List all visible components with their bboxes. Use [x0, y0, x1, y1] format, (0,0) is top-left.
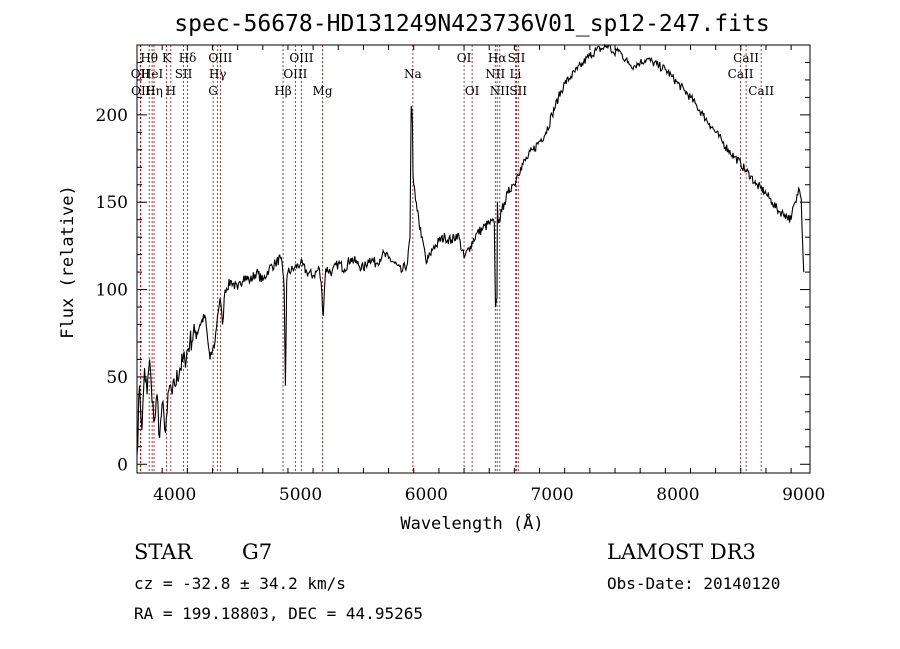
spectral-line-label: Hθ: [140, 51, 158, 65]
ra-dec: RA = 199.18803, DEC = 44.95265: [134, 604, 423, 623]
spectral-line-label: Hα: [488, 51, 507, 65]
y-tick-label: 0: [117, 455, 128, 475]
x-tick-label: 5000: [279, 485, 322, 505]
spectral-line-label: Hδ: [179, 51, 197, 65]
spectral-line-label: OII: [131, 67, 151, 81]
spectral-line-label: Na: [404, 67, 422, 81]
y-tick-label: 100: [96, 281, 128, 301]
observation-date: Obs-Date: 20140120: [607, 574, 780, 593]
spectral-line-label: Li: [509, 67, 521, 81]
spectral-line-label: K: [162, 51, 172, 65]
spectral-line-label: Hη: [145, 84, 163, 98]
x-axis: 4000 5000 6000 7000 8000 9000: [136, 45, 825, 505]
spectral-line-label: CaII: [733, 51, 759, 65]
spectral-line-label: Hβ: [274, 84, 291, 98]
spectral-line-label: SII: [508, 51, 526, 65]
spectral-line-label: HeI: [141, 67, 164, 81]
x-tick-label: 8000: [656, 485, 699, 505]
chart-title: spec-56678-HD131249N423736V01_sp12-247.f…: [174, 11, 769, 37]
plot-frame: [136, 44, 811, 474]
spectral-line-label: G: [208, 84, 218, 98]
spectral-line-label: Mg: [313, 84, 333, 98]
spectral-line-label: SII: [175, 67, 193, 81]
spectral-line-label: OI: [457, 51, 472, 65]
spectral-line-label: SII: [509, 84, 527, 98]
survey-name: LAMOST DR3: [607, 540, 756, 564]
y-axis: 0 50 100 150 200: [96, 44, 810, 475]
spectral-line-markers: [139, 45, 762, 473]
spectral-line-label: OIII: [208, 51, 232, 65]
redshift-cz: cz = -32.8 ± 34.2 km/s: [134, 574, 346, 593]
spectrum-line: [136, 43, 805, 456]
x-tick-label: 7000: [530, 485, 573, 505]
y-tick-label: 150: [96, 193, 128, 213]
spectral-line-label: OIII: [289, 51, 313, 65]
spectral-line-label: H: [166, 84, 176, 98]
object-class: STAR: [134, 540, 193, 564]
x-tick-label: 6000: [405, 485, 448, 505]
x-axis-label: Wavelength (Å): [400, 512, 543, 534]
object-subclass: G7: [242, 540, 272, 564]
y-axis-label: Flux (relative): [58, 185, 78, 339]
spectral-line-label: CaII: [728, 67, 754, 81]
y-tick-label: 50: [106, 368, 128, 388]
spectral-line-label: Hγ: [209, 67, 227, 81]
spectral-line-label: OI: [465, 84, 480, 98]
spectral-line-label: NII: [490, 84, 510, 98]
x-tick-label: 9000: [782, 485, 825, 505]
x-tick-label: 4000: [153, 485, 196, 505]
spectral-line-label: CaII: [748, 84, 774, 98]
spectral-line-label: NII: [485, 67, 505, 81]
spectral-line-label: OII: [131, 84, 151, 98]
y-tick-label: 200: [96, 106, 128, 126]
spectral-line-label: OIII: [283, 67, 307, 81]
